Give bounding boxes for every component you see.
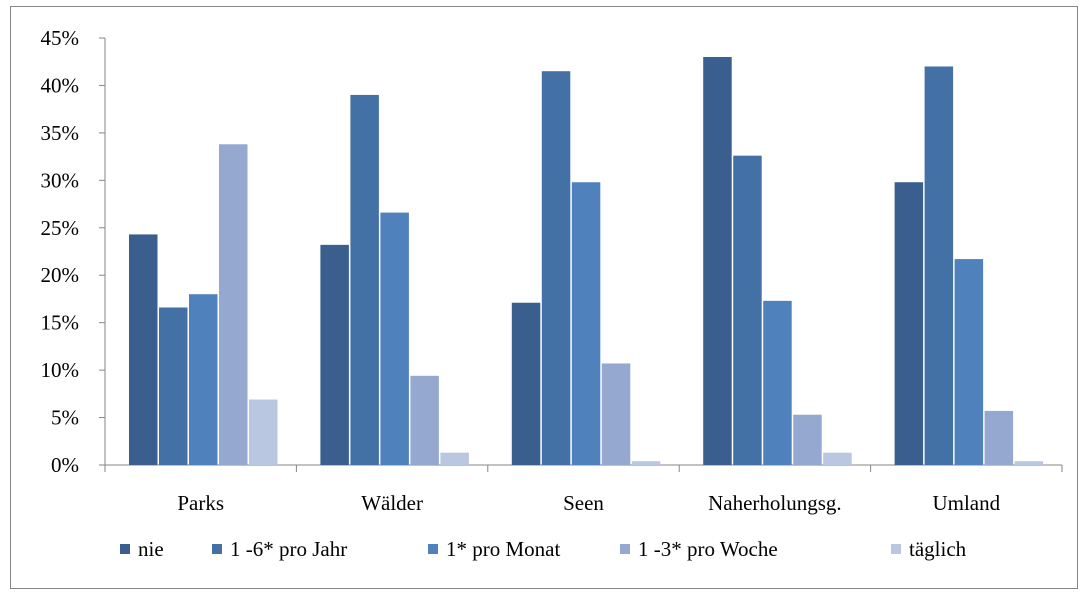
category-label: Naherholungsg. [708,491,842,515]
legend-swatch [891,544,901,554]
legend-swatch [212,544,222,554]
y-tick-label: 15% [41,311,80,335]
bar-naherholungsg-series-4 [793,414,822,465]
bar-wälder-series-1 [320,244,349,465]
bar-naherholungsg-series-5 [823,452,852,465]
legend-label: 1 -6* pro Jahr [230,537,347,561]
bar-naherholungsg-series-1 [703,56,732,465]
bar-wälder-series-3 [380,212,409,465]
legend-swatch [120,544,130,554]
category-label: Umland [932,491,1000,515]
bar-wälder-series-4 [410,375,439,465]
bar-umland-series-5 [1014,461,1044,465]
bar-umland-series-1 [894,182,924,465]
bar-parks-series-1 [129,234,158,465]
bars [129,56,1044,465]
legend-label: 1 -3* pro Woche [638,537,778,561]
legend-label: täglich [909,537,967,561]
bar-umland-series-3 [954,259,984,465]
y-tick-label: 40% [41,73,80,97]
bar-seen-series-3 [571,182,601,465]
bar-umland-series-4 [984,410,1014,465]
bar-parks-series-2 [159,307,188,465]
y-tick-label: 30% [41,168,80,192]
bar-seen-series-2 [541,71,571,465]
bar-seen-series-1 [511,302,541,465]
bar-seen-series-5 [631,461,661,465]
category-label: Parks [177,491,224,515]
legend-label: nie [138,537,164,561]
bar-seen-series-4 [601,363,631,465]
y-tick-label: 35% [41,121,80,145]
bar-naherholungsg-series-3 [763,300,792,465]
legend-label: 1* pro Monat [446,537,560,561]
legend-swatch [428,544,438,554]
bar-parks-series-3 [189,294,218,465]
category-label: Seen [563,491,604,515]
bar-umland-series-2 [924,66,954,465]
category-label: Wälder [361,491,423,515]
y-tick-label: 10% [41,358,80,382]
bar-wälder-series-2 [350,94,379,465]
bar-naherholungsg-series-2 [733,155,762,465]
x-axis [104,464,1063,472]
bar-parks-series-5 [249,399,278,465]
y-axis: 0% 5% 10% 15% 20% 25% 30% 35% 40% 45% [41,26,106,477]
category-labels: Parks Wälder Seen Naherholungsg. Umland [177,491,1000,515]
legend: nie 1 -6* pro Jahr 1* pro Monat 1 -3* pro W… [120,537,967,561]
legend-swatch [620,544,630,554]
bar-wälder-series-5 [440,452,469,465]
y-tick-label: 20% [41,263,80,287]
bar-parks-series-4 [219,144,248,465]
y-tick-label: 5% [51,406,79,430]
y-tick-label: 45% [41,26,80,50]
y-tick-label: 0% [51,453,79,477]
y-tick-label: 25% [41,216,80,240]
